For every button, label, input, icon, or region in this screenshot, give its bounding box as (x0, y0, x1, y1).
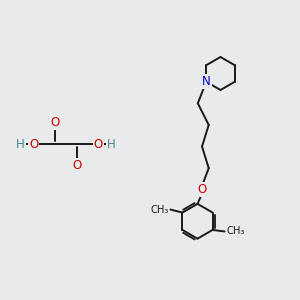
Text: H: H (16, 137, 25, 151)
Text: O: O (72, 159, 81, 172)
Text: CH₃: CH₃ (226, 226, 244, 236)
Text: O: O (51, 116, 60, 129)
Text: N: N (202, 75, 211, 88)
Text: H: H (107, 137, 116, 151)
Text: O: O (197, 183, 207, 196)
Text: O: O (29, 137, 38, 151)
Text: O: O (94, 137, 103, 151)
Text: CH₃: CH₃ (151, 205, 169, 214)
